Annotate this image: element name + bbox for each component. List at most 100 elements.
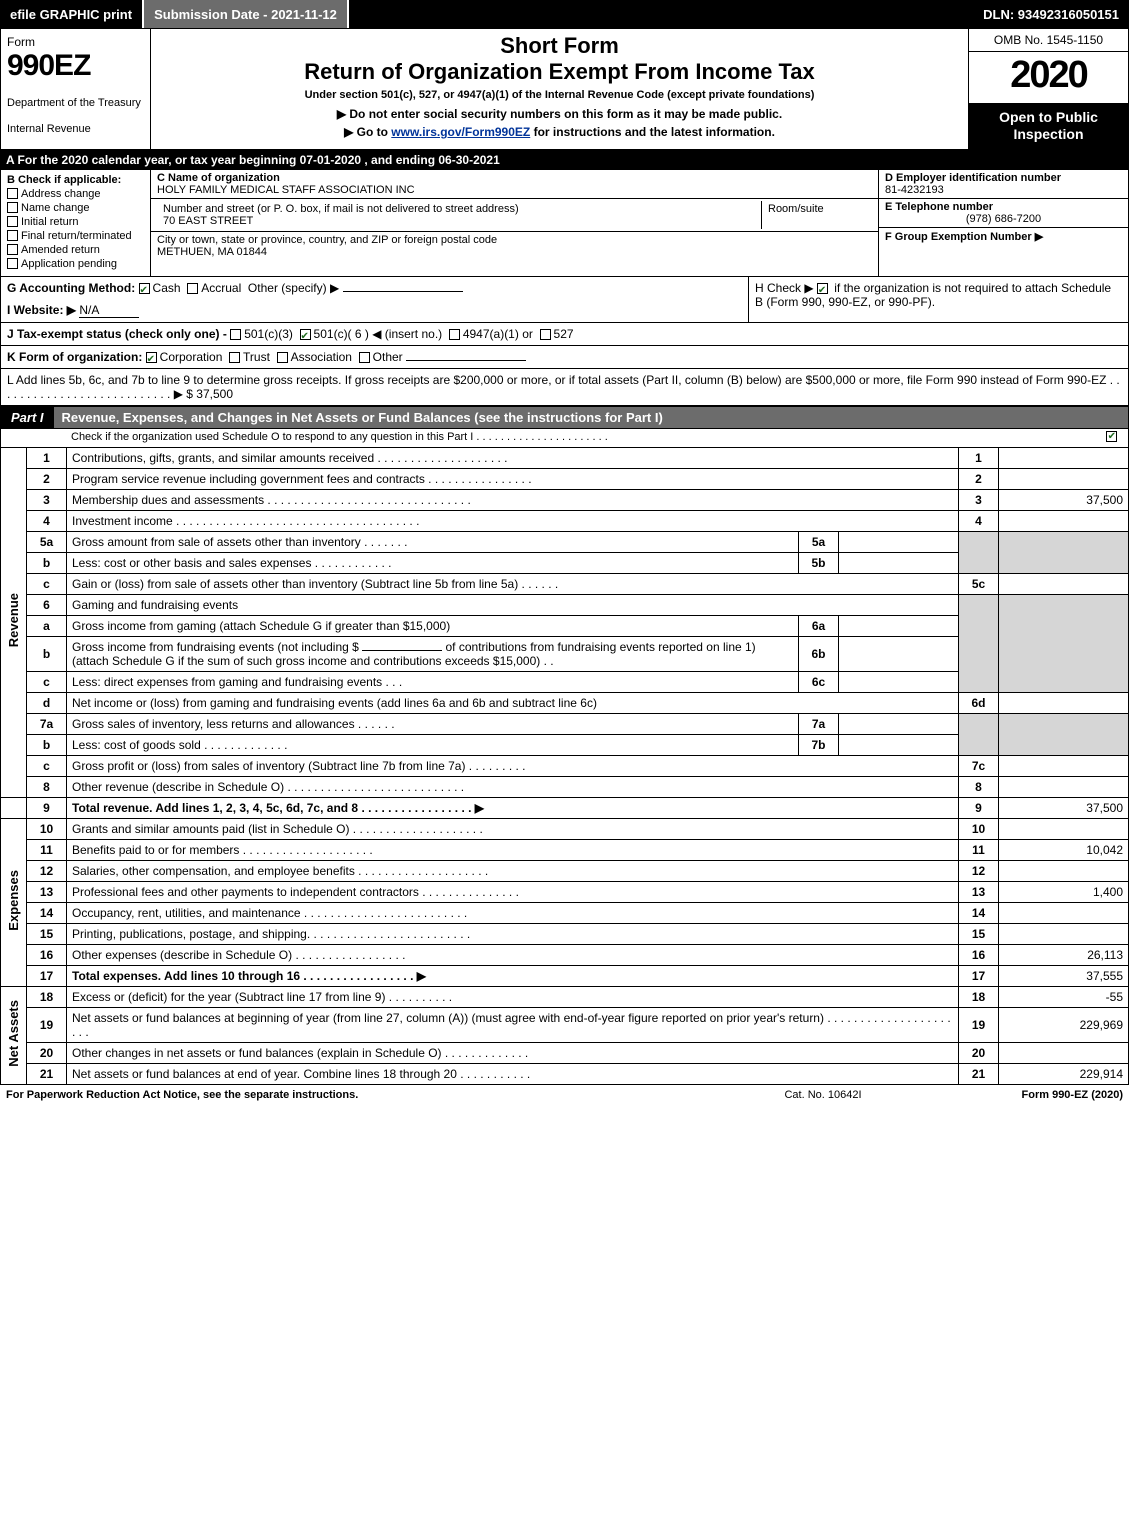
- org-ein: 81-4232193: [885, 184, 944, 196]
- l20-desc: Other changes in net assets or fund bala…: [67, 1042, 959, 1063]
- l6b-subval: [839, 636, 959, 671]
- l21-rnum: 21: [959, 1063, 999, 1084]
- e-tel-label: E Telephone number: [885, 201, 993, 213]
- l19-rnum: 19: [959, 1007, 999, 1042]
- chk-corporation[interactable]: [146, 352, 157, 363]
- chk-cash[interactable]: [139, 283, 150, 294]
- part1-sub-text: Check if the organization used Schedule …: [71, 431, 1100, 443]
- chk-accrual[interactable]: [187, 283, 198, 294]
- l5ab-rnum-shade: [959, 531, 999, 573]
- l17-rnum: 17: [959, 965, 999, 986]
- l20-rnum: 20: [959, 1042, 999, 1063]
- dln: DLN: 93492316050151: [973, 0, 1129, 28]
- l5a-sublab: 5a: [799, 531, 839, 552]
- l9-desc: Total revenue. Add lines 1, 2, 3, 4, 5c,…: [67, 797, 959, 818]
- l2-num: 2: [27, 468, 67, 489]
- l6b-contrib-input[interactable]: [362, 650, 442, 651]
- k-label: K Form of organization:: [7, 350, 142, 364]
- l2-desc: Program service revenue including govern…: [67, 468, 959, 489]
- l1-amount: [999, 448, 1129, 469]
- g-other-input[interactable]: [343, 291, 463, 292]
- l5a-subval: [839, 531, 959, 552]
- l6b-desc: Gross income from fundraising events (no…: [67, 636, 799, 671]
- chk-application-pending[interactable]: Application pending: [7, 258, 144, 270]
- i-label: I Website: ▶: [7, 303, 76, 317]
- org-street: 70 EAST STREET: [163, 215, 253, 227]
- l5a-desc: Gross amount from sale of assets other t…: [67, 531, 799, 552]
- l15-num: 15: [27, 923, 67, 944]
- chk-501c3[interactable]: [230, 329, 241, 340]
- l15-desc: Printing, publications, postage, and shi…: [67, 923, 959, 944]
- l7a-sublab: 7a: [799, 713, 839, 734]
- chk-amended-return[interactable]: Amended return: [7, 244, 144, 256]
- l16-rnum: 16: [959, 944, 999, 965]
- k-other-input[interactable]: [406, 360, 526, 361]
- l18-num: 18: [27, 986, 67, 1007]
- page-footer: For Paperwork Reduction Act Notice, see …: [0, 1085, 1129, 1105]
- l5ab-amount-shade: [999, 531, 1129, 573]
- under-section: Under section 501(c), 527, or 4947(a)(1)…: [159, 89, 960, 101]
- chk-4947[interactable]: [449, 329, 460, 340]
- l5b-subval: [839, 552, 959, 573]
- l6d-desc: Net income or (loss) from gaming and fun…: [67, 692, 959, 713]
- section-b: B Check if applicable: Address change Na…: [1, 170, 151, 276]
- line-g: G Accounting Method: Cash Accrual Other …: [1, 277, 748, 322]
- part1-tab: Part I: [1, 407, 54, 428]
- c-street-label: Number and street (or P. O. box, if mail…: [163, 203, 519, 215]
- l10-rnum: 10: [959, 818, 999, 839]
- footer-left: For Paperwork Reduction Act Notice, see …: [6, 1089, 723, 1101]
- chk-final-return-label: Final return/terminated: [21, 230, 132, 242]
- form-title: Return of Organization Exempt From Incom…: [159, 59, 960, 85]
- g-other-label: Other (specify) ▶: [248, 281, 339, 295]
- row-a-tax-year: A For the 2020 calendar year, or tax yea…: [0, 150, 1129, 170]
- l9-amount: 37,500: [999, 797, 1129, 818]
- g-label: G Accounting Method:: [7, 281, 135, 295]
- l6d-amount: [999, 692, 1129, 713]
- goto-line: ▶ Go to www.irs.gov/Form990EZ for instru…: [159, 125, 960, 139]
- l18-desc: Excess or (deficit) for the year (Subtra…: [67, 986, 959, 1007]
- l7ab-amount-shade: [999, 713, 1129, 755]
- chk-h[interactable]: [817, 283, 828, 294]
- chk-initial-return-label: Initial return: [21, 216, 78, 228]
- chk-501c[interactable]: [300, 329, 311, 340]
- l6c-desc: Less: direct expenses from gaming and fu…: [67, 671, 799, 692]
- l12-rnum: 12: [959, 860, 999, 881]
- l7b-subval: [839, 734, 959, 755]
- l7c-amount: [999, 755, 1129, 776]
- efile-label: efile GRAPHIC print: [0, 0, 144, 28]
- side-revenue-end: [1, 797, 27, 818]
- line-j: J Tax-exempt status (check only one) - 5…: [0, 323, 1129, 346]
- chk-association[interactable]: [277, 352, 288, 363]
- chk-527[interactable]: [540, 329, 551, 340]
- chk-name-change-label: Name change: [21, 202, 90, 214]
- l19-amount: 229,969: [999, 1007, 1129, 1042]
- l11-desc: Benefits paid to or for members . . . . …: [67, 839, 959, 860]
- l10-amount: [999, 818, 1129, 839]
- chk-trust[interactable]: [229, 352, 240, 363]
- l6c-sublab: 6c: [799, 671, 839, 692]
- org-city: METHUEN, MA 01844: [157, 246, 267, 258]
- c-name-label: C Name of organization: [157, 172, 280, 184]
- chk-schedule-o[interactable]: [1106, 431, 1117, 442]
- form-number: 990EZ: [7, 49, 144, 83]
- l13-desc: Professional fees and other payments to …: [67, 881, 959, 902]
- l20-amount: [999, 1042, 1129, 1063]
- l8-amount: [999, 776, 1129, 797]
- row-gh: G Accounting Method: Cash Accrual Other …: [0, 277, 1129, 323]
- chk-name-change[interactable]: Name change: [7, 202, 144, 214]
- l5b-num: b: [27, 552, 67, 573]
- k-other-label: Other: [373, 350, 403, 364]
- chk-initial-return[interactable]: Initial return: [7, 216, 144, 228]
- dept-treasury: Department of the Treasury: [7, 97, 144, 109]
- l7a-num: 7a: [27, 713, 67, 734]
- chk-address-change[interactable]: Address change: [7, 188, 144, 200]
- tax-year: 2020: [969, 52, 1128, 103]
- l5b-sublab: 5b: [799, 552, 839, 573]
- l6-desc: Gaming and fundraising events: [67, 594, 959, 615]
- chk-final-return[interactable]: Final return/terminated: [7, 230, 144, 242]
- l5c-desc: Gain or (loss) from sale of assets other…: [67, 573, 959, 594]
- l7b-desc: Less: cost of goods sold . . . . . . . .…: [67, 734, 799, 755]
- l14-num: 14: [27, 902, 67, 923]
- chk-other-org[interactable]: [359, 352, 370, 363]
- goto-link[interactable]: www.irs.gov/Form990EZ: [391, 125, 530, 139]
